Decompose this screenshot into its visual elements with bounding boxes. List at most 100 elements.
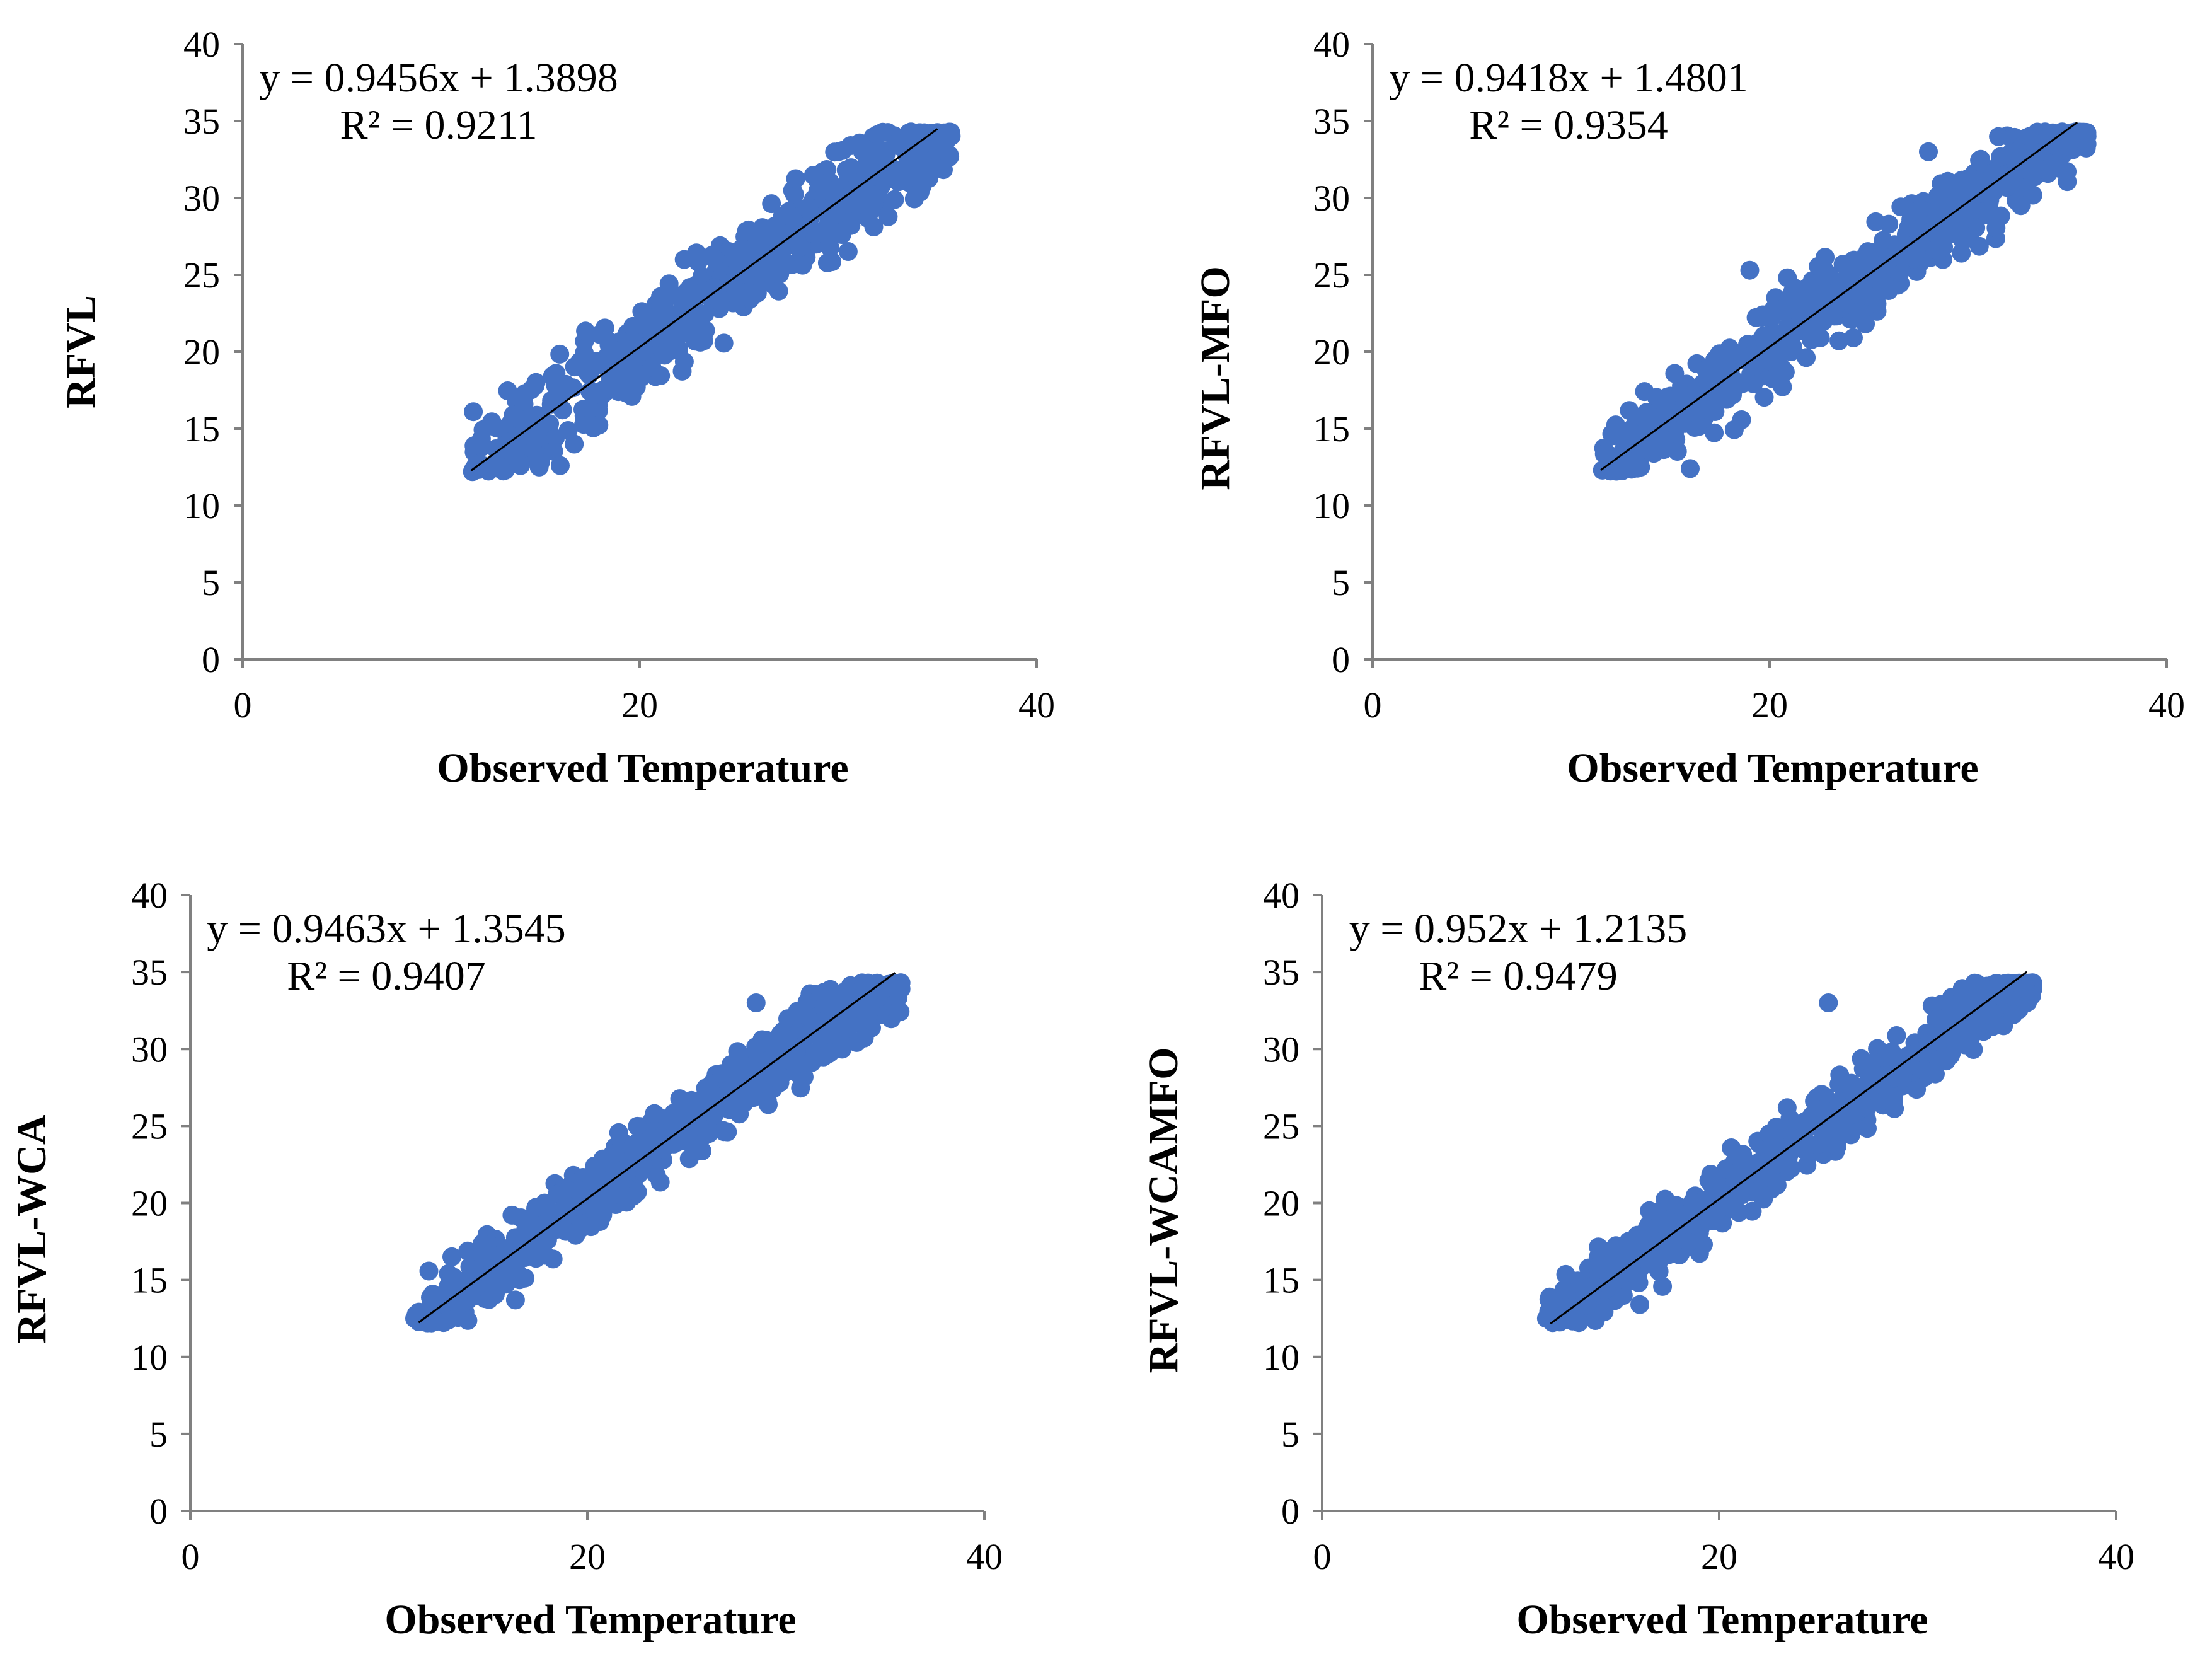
data-point xyxy=(574,415,594,434)
data-point xyxy=(797,198,817,217)
data-point xyxy=(1858,1119,1877,1138)
y-tick-label: 35 xyxy=(1263,952,1299,993)
data-point xyxy=(729,1046,749,1066)
data-point xyxy=(515,1248,534,1267)
data-point xyxy=(1911,199,1930,219)
data-point xyxy=(781,206,800,226)
data-point xyxy=(1850,303,1869,323)
y-tick-label: 30 xyxy=(131,1029,168,1070)
x-tick-label: 0 xyxy=(1313,1536,1332,1577)
data-point xyxy=(458,1241,478,1261)
data-point xyxy=(1857,1099,1877,1118)
x-tick-label: 20 xyxy=(569,1536,606,1577)
data-point xyxy=(804,223,823,243)
y-tick-labels: 0 5 10 15 20 25 30 35 40 xyxy=(1263,875,1299,1532)
data-point xyxy=(1969,236,1989,256)
data-point xyxy=(1997,178,2017,197)
data-point xyxy=(791,1078,810,1098)
data-point xyxy=(544,441,563,461)
scatter-points xyxy=(1593,122,2097,481)
data-point xyxy=(453,1275,473,1295)
data-point xyxy=(867,125,887,144)
y-tick-label: 40 xyxy=(1263,875,1299,916)
y-tick-label: 30 xyxy=(1263,1029,1299,1070)
y-tick-label: 40 xyxy=(131,875,168,916)
data-point xyxy=(681,305,701,325)
y-tick-label: 0 xyxy=(202,639,220,680)
chart-rfvl-wca: 0 5 10 15 20 25 30 35 40 0 20 40 Observe… xyxy=(9,875,1003,1643)
y-tick-label: 35 xyxy=(1313,101,1350,142)
data-point xyxy=(1814,1101,1834,1121)
data-point xyxy=(705,248,724,268)
data-point xyxy=(1668,442,1687,461)
data-point xyxy=(1637,1218,1657,1237)
x-tick-label: 0 xyxy=(181,1536,200,1577)
data-point xyxy=(2019,127,2039,146)
data-point xyxy=(1887,1026,1906,1045)
tick-marks xyxy=(234,43,1038,668)
data-point xyxy=(829,187,848,207)
data-point xyxy=(816,993,836,1013)
regression-equation: y = 0.9418x + 1.4801 xyxy=(1389,55,1748,101)
r-squared-label: R² = 0.9479 xyxy=(1419,953,1618,999)
data-point xyxy=(1554,1280,1574,1300)
data-point xyxy=(889,988,908,1007)
data-point xyxy=(514,389,533,408)
y-tick-label: 35 xyxy=(183,101,220,142)
x-tick-label: 0 xyxy=(1364,685,1382,726)
chart-rfvl-wcamfo: 0 5 10 15 20 25 30 35 40 0 20 40 Observe… xyxy=(1141,875,2134,1643)
data-point xyxy=(1731,1169,1751,1189)
data-point xyxy=(1754,388,1774,407)
data-point xyxy=(1724,378,1743,397)
data-point xyxy=(1899,217,1918,237)
trendline xyxy=(418,972,896,1324)
data-point xyxy=(563,378,583,398)
data-point xyxy=(650,1172,670,1192)
data-point xyxy=(683,283,703,303)
y-tick-label: 10 xyxy=(131,1337,168,1378)
data-point xyxy=(1799,1113,1819,1133)
y-tick-label: 40 xyxy=(1313,24,1350,65)
data-point xyxy=(633,1156,653,1176)
y-axis-title: RFVL-WCAMFO xyxy=(1141,1048,1187,1373)
data-point xyxy=(464,402,483,422)
data-point xyxy=(1782,1159,1801,1178)
scatter-points xyxy=(463,122,961,482)
data-point xyxy=(707,1097,727,1116)
data-point xyxy=(1705,423,1724,442)
data-point xyxy=(570,1181,590,1200)
data-point xyxy=(2006,163,2025,182)
data-point xyxy=(1746,308,1766,327)
data-point xyxy=(1983,163,2003,183)
data-point xyxy=(788,1002,807,1021)
data-point xyxy=(1884,1087,1903,1107)
data-point xyxy=(1631,444,1650,464)
x-tick-label: 20 xyxy=(621,685,658,726)
y-tick-labels: 0 5 10 15 20 25 30 35 40 xyxy=(131,875,168,1532)
x-axis-title: Observed Temperature xyxy=(437,745,848,791)
y-tick-label: 15 xyxy=(183,408,220,449)
x-tick-labels: 0 20 40 xyxy=(1364,685,2186,726)
y-tick-label: 5 xyxy=(149,1414,168,1455)
data-point xyxy=(516,1268,535,1288)
regression-equation: y = 0.9456x + 1.3898 xyxy=(259,55,618,101)
data-point xyxy=(858,156,878,175)
data-point xyxy=(487,1280,507,1299)
data-point xyxy=(1691,400,1710,419)
data-point xyxy=(1762,308,1782,327)
data-point xyxy=(1635,382,1654,402)
data-point xyxy=(673,1093,693,1113)
data-point xyxy=(1536,1309,1556,1328)
data-point xyxy=(793,255,812,275)
data-point xyxy=(854,180,873,199)
data-point xyxy=(1952,175,1971,195)
x-tick-labels: 0 20 40 xyxy=(234,685,1056,726)
data-point xyxy=(580,381,600,401)
data-point xyxy=(1936,199,1956,219)
data-point xyxy=(1630,1295,1649,1314)
tick-marks xyxy=(1364,43,2168,668)
data-point xyxy=(1983,1003,2002,1022)
data-point xyxy=(1681,459,1700,478)
data-point xyxy=(1783,282,1802,301)
